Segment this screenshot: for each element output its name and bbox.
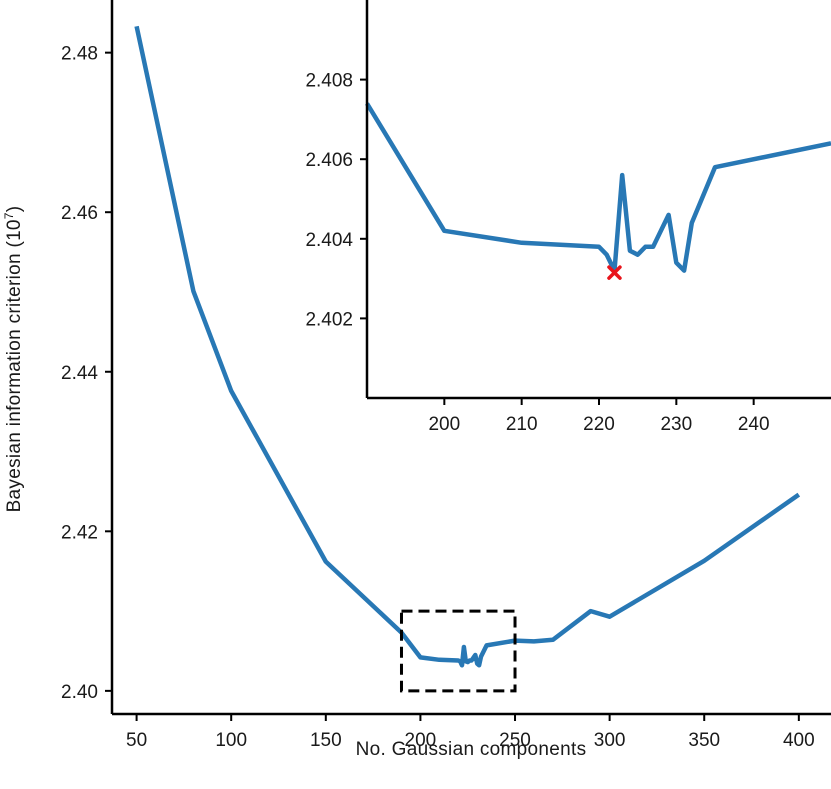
inset-x-ticks: 200 210 220 230 240: [428, 398, 770, 435]
main-y-tick-label: 2.40: [61, 682, 98, 703]
main-x-ticks: 50 100 150 200 250 300 350 400: [126, 714, 815, 751]
main-y-tick-label: 2.42: [61, 522, 98, 543]
main-x-tick-label: 250: [499, 730, 531, 751]
inset-x-tick-label: 210: [506, 414, 538, 435]
inset-x-tick-label: 220: [583, 414, 615, 435]
inset-y-tick-label: 2.402: [305, 309, 353, 330]
main-series-layer: [134, 25, 801, 668]
inset-y-ticks: 2.402 2.404 2.406 2.408: [305, 71, 367, 330]
main-y-tick-label: 2.46: [61, 203, 98, 224]
main-x-tick-label: 100: [215, 730, 247, 751]
minimum-marker-layer: [607, 265, 622, 280]
inset-plot: 200 210 220 230 240 2.402 2.404 2.406 2.408: [305, 0, 831, 438]
inset-series-layer: [365, 102, 831, 273]
inset-x-tick-label: 200: [428, 414, 460, 435]
y-axis-title: Bayesian information criterion (107): [2, 206, 25, 513]
y-axis-title-close: ): [4, 206, 25, 213]
main-x-tick-label: 400: [783, 730, 815, 751]
main-plot: 50 100 150 200 250 300 350 400 2.40 2.42 2.44 2.46…: [61, 0, 831, 751]
y-axis-title-exponent: 7: [2, 212, 16, 219]
zoom-box-layer: [399, 609, 517, 693]
inset-y-tick-label: 2.406: [305, 150, 353, 171]
main-y-ticks: 2.40 2.42 2.44 2.46 2.48: [61, 44, 112, 703]
main-x-tick-label: 50: [126, 730, 147, 751]
main-x-tick-label: 300: [594, 730, 626, 751]
inset-x-tick-label: 230: [660, 414, 692, 435]
main-y-tick-label: 2.44: [61, 363, 98, 384]
zoom-region-box: [399, 609, 517, 693]
main-x-tick-label: 350: [688, 730, 720, 751]
main-x-tick-label: 200: [405, 730, 437, 751]
main-series-line-0: [134, 25, 801, 668]
inset-background: [367, 0, 831, 438]
inset-x-tick-label: 240: [738, 414, 770, 435]
inset-y-tick-label: 2.404: [305, 230, 353, 251]
main-x-tick-label: 150: [310, 730, 342, 751]
inset-series-line-0: [365, 102, 831, 273]
main-y-tick-label: 2.48: [61, 44, 98, 65]
x-axis-title: No. Gaussian components: [356, 739, 587, 760]
y-axis-title-text: Bayesian information criterion (10: [4, 219, 25, 512]
inset-y-tick-label: 2.408: [305, 71, 353, 92]
minimum-marker: [607, 265, 622, 280]
